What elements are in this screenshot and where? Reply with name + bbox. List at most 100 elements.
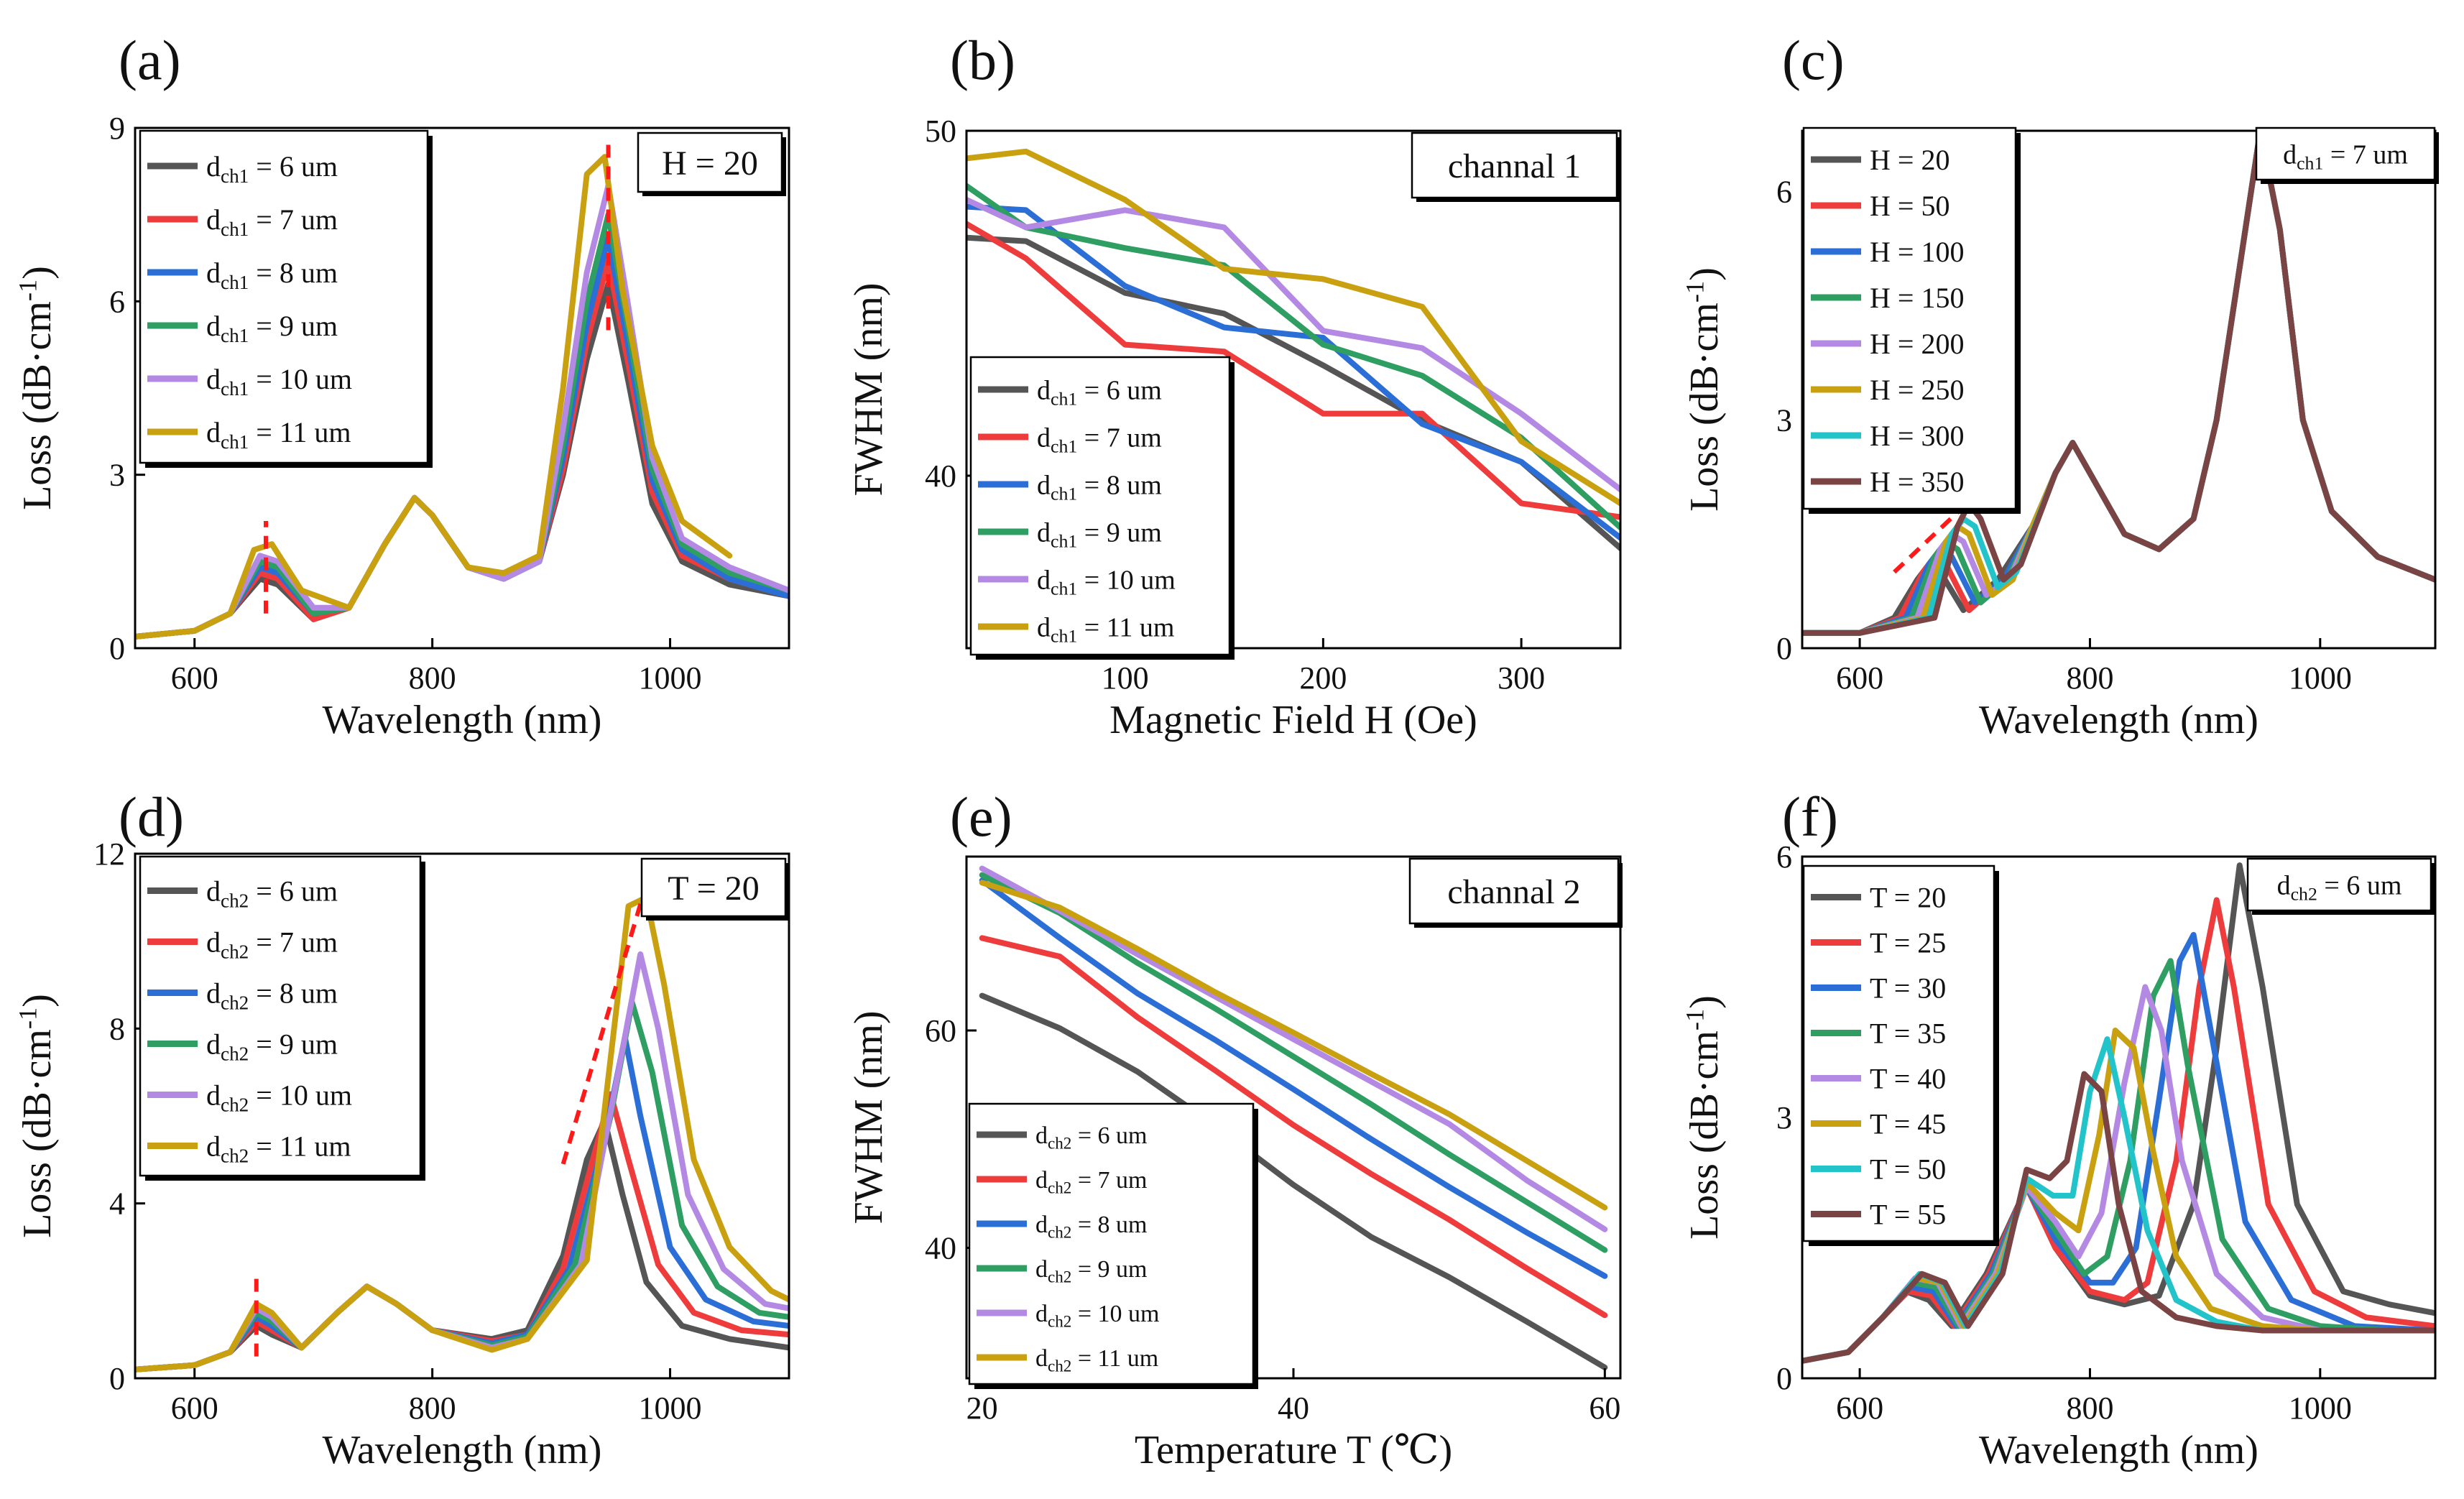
x-tick-label: 600: [171, 660, 218, 696]
x-tick-label: 1000: [2289, 660, 2352, 696]
legend-entry: dch2 = 9 um: [206, 1028, 338, 1065]
legend-entry: dch1 = 6 um: [206, 150, 338, 187]
legend-entry: H = 300: [1870, 420, 1964, 452]
legend: [968, 1102, 1255, 1385]
legend: [1802, 126, 2017, 510]
legend-entry: dch2 = 8 um: [206, 977, 338, 1014]
legend-entry: dch2 = 7 um: [1035, 1167, 1148, 1197]
legend-entry: dch1 = 11 um: [206, 416, 351, 453]
y-tick-label: 6: [1776, 839, 1792, 875]
y-tick-label: 6: [1776, 175, 1792, 210]
y-tick-label: 9: [109, 111, 125, 146]
legend-entry: dch2 = 8 um: [1035, 1212, 1148, 1242]
x-tick-label: 300: [1498, 660, 1545, 696]
annotation-box: [2246, 857, 2432, 912]
legend-entry: H = 50: [1870, 190, 1949, 222]
series-group: [135, 894, 789, 1373]
series-line-2: [979, 935, 1608, 1319]
legend-entry: H = 100: [1870, 236, 1964, 268]
guide-line: [560, 883, 649, 1165]
x-tick-label: 20: [966, 1390, 998, 1426]
legend-entry: H = 350: [1870, 466, 1964, 498]
legend-entry: T = 55: [1870, 1199, 1946, 1231]
y-axis-label: Loss (dB·cm-1): [1680, 995, 1727, 1240]
legend-entry: T = 50: [1870, 1153, 1946, 1186]
annotation-text: dch2 = 6 um: [2277, 870, 2402, 904]
legend-entry: dch2 = 11 um: [206, 1130, 351, 1167]
panel-f: (f) 600 800 1000 0 3 6 Wavelength (nm) Loss (dB·…: [1680, 785, 2437, 1472]
y-tick-label: 0: [1776, 631, 1792, 666]
series-line-2: [966, 221, 1620, 520]
legend-entry: dch1 = 8 um: [206, 257, 338, 293]
panel-label: (d): [119, 785, 184, 848]
panel-b: (b) 100 200 300 40 50 Magnetic Field H (Oe) FWH…: [846, 29, 1622, 742]
annotation-box: [637, 132, 783, 193]
legend-entry: T = 40: [1870, 1063, 1946, 1095]
legend: [139, 855, 422, 1177]
y-axis-label: Loss (dB·cm-1): [13, 266, 60, 510]
legend-entry: dch2 = 11 um: [1035, 1345, 1158, 1375]
y-axis-label: Loss (dB·cm-1): [13, 994, 60, 1238]
legend-entry: dch1 = 11 um: [1037, 612, 1174, 646]
y-tick-label: 3: [1776, 1100, 1792, 1135]
y-axis-label: FWHM (nm): [846, 282, 891, 496]
series-line-6: [979, 880, 1608, 1211]
annotation-box: [1408, 857, 1620, 925]
legend-entry: dch1 = 6 um: [1037, 375, 1162, 409]
panel-c: (c) 600 800 1000 0 3 6 Wavelength (nm) Loss (dB·…: [1680, 29, 2439, 742]
legend-entry: dch2 = 9 um: [1035, 1256, 1148, 1286]
series-group: [1802, 131, 2435, 636]
legend-entry: dch1 = 7 um: [206, 203, 338, 240]
y-tick-label: 3: [109, 458, 125, 493]
y-tick-label: 12: [93, 836, 125, 872]
legend-entry: dch1 = 8 um: [1037, 470, 1162, 504]
panel-a: (a) 600 800 1000 0 3 6 9 Wavelength (nm) Loss (dB…: [13, 29, 790, 742]
annotation-text: channal 1: [1448, 147, 1581, 185]
series-line-4: [979, 872, 1608, 1253]
x-axis-label: Wavelength (nm): [1979, 698, 2258, 742]
x-tick-label: 800: [409, 1390, 456, 1426]
series-line-3: [979, 877, 1608, 1279]
legend-entry: dch2 = 6 um: [1035, 1122, 1148, 1153]
plot-frame: [1801, 129, 2437, 650]
panel-label: (a): [119, 29, 181, 91]
legend-entry: dch1 = 7 um: [1037, 423, 1162, 456]
series-line-1: [979, 992, 1608, 1370]
y-tick-label: 50: [925, 114, 956, 149]
annotation-text: channal 2: [1447, 873, 1580, 911]
x-tick-label: 600: [1836, 1390, 1883, 1426]
x-tick-label: 1000: [639, 660, 702, 696]
legend-entry: dch1 = 9 um: [206, 310, 338, 346]
y-axis-label: FWHM (nm): [846, 1010, 891, 1224]
x-tick-label: 800: [2066, 660, 2113, 696]
legend-entry: H = 150: [1870, 282, 1964, 314]
legend-entry: dch2 = 10 um: [1035, 1301, 1160, 1331]
x-tick-label: 40: [1278, 1390, 1309, 1426]
plot-frame: [134, 852, 790, 1380]
y-tick-label: 0: [1776, 1361, 1792, 1396]
annotation-box: [1411, 132, 1618, 199]
legend-entry: T = 35: [1870, 1018, 1946, 1050]
series-line-8: [1802, 1071, 2435, 1364]
series-line-5: [979, 865, 1608, 1232]
legend-entry: H = 20: [1870, 144, 1949, 176]
x-tick-label: 1000: [2289, 1390, 2352, 1426]
y-axis-label: Loss (dB·cm-1): [1680, 267, 1727, 512]
legend-entry: dch2 = 7 um: [206, 926, 338, 963]
legend-entry: dch1 = 10 um: [1037, 565, 1176, 599]
series-group: [1802, 862, 2435, 1364]
panel-e: (e) 20 40 60 40 60 Temperature T (℃) FWHM (nm) d…: [846, 785, 1623, 1472]
x-tick-label: 600: [1836, 660, 1883, 696]
y-tick-label: 40: [925, 1231, 956, 1266]
y-tick-label: 0: [109, 1361, 125, 1396]
legend-entry: T = 25: [1870, 927, 1946, 959]
annotation-box: [640, 857, 787, 918]
series-group: [966, 148, 1620, 551]
series-line-3: [1802, 931, 2435, 1364]
x-tick-label: 100: [1102, 660, 1149, 696]
x-axis-label: Wavelength (nm): [323, 698, 602, 742]
legend-entry: T = 45: [1870, 1108, 1946, 1140]
plot-frame: [134, 126, 790, 650]
